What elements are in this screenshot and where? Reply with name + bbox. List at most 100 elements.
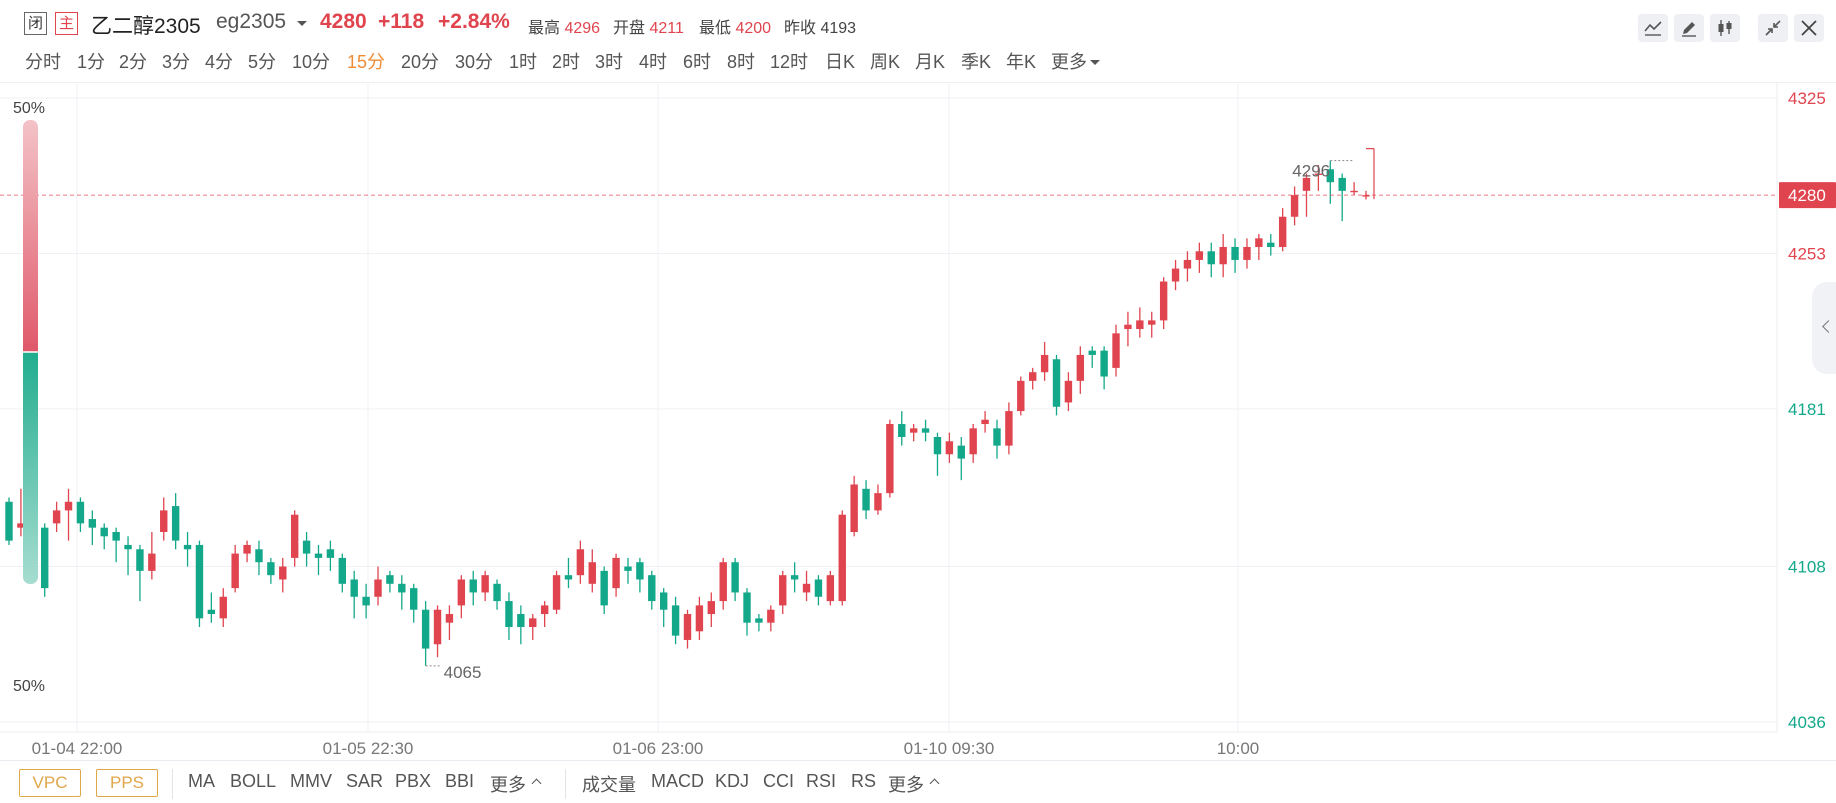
tab-period-more[interactable]: 更多: [1051, 52, 1087, 72]
candle-body: [1124, 324, 1132, 330]
candle-body: [731, 562, 739, 593]
tab-period[interactable]: 1时: [509, 52, 538, 72]
tab-period[interactable]: 年K: [1006, 52, 1037, 72]
tab-period[interactable]: 月K: [915, 52, 946, 72]
candle-body: [243, 544, 251, 554]
indicator-mmv[interactable]: MMV: [290, 771, 332, 791]
indicator-rs[interactable]: RS: [851, 771, 877, 791]
divider: [565, 769, 566, 799]
tab-period[interactable]: 4分: [205, 52, 234, 72]
line-chart-icon[interactable]: [1638, 14, 1668, 42]
tab-period[interactable]: 分时: [25, 52, 61, 72]
x-tick-label: 10:00: [1217, 739, 1260, 758]
candle-body: [41, 527, 49, 589]
sell-ratio-bar-join: [23, 352, 38, 360]
sub-indicator-more[interactable]: 更多: [888, 775, 924, 795]
more-caret-icon[interactable]: [1090, 60, 1100, 65]
prev-close-value: 4193: [820, 20, 857, 37]
indicator-macd[interactable]: MACD: [651, 771, 704, 791]
pps-button[interactable]: PPS: [96, 769, 158, 797]
tab-period[interactable]: 30分: [455, 52, 494, 72]
candle-body: [1326, 169, 1334, 183]
y-tick-label: 4325: [1788, 89, 1826, 108]
indicator-rsi[interactable]: RSI: [806, 771, 837, 791]
price-change-pct: +2.84%: [438, 10, 510, 33]
candle-body: [874, 493, 882, 511]
candle-body: [1243, 246, 1251, 260]
code-dropdown-icon[interactable]: [297, 21, 307, 26]
vpc-button[interactable]: VPC: [19, 769, 81, 797]
candle-body: [1064, 380, 1073, 403]
side-panel-toggle[interactable]: [1812, 282, 1836, 374]
candle-body: [219, 596, 227, 619]
candle-body: [148, 553, 156, 571]
instrument-code[interactable]: eg2305: [216, 10, 287, 33]
candle-body: [814, 579, 823, 597]
tab-period[interactable]: 10分: [292, 52, 331, 72]
high-label: 最高: [528, 20, 561, 37]
tab-period[interactable]: 4时: [639, 52, 668, 72]
tab-period[interactable]: 3分: [162, 52, 191, 72]
candle-body: [457, 579, 466, 606]
candle-body: [636, 562, 644, 580]
tab-period[interactable]: 20分: [401, 52, 440, 72]
candle-body: [588, 562, 596, 584]
candle-body: [1207, 251, 1215, 265]
tab-period[interactable]: 2时: [552, 52, 581, 72]
indicator-ma[interactable]: MA: [188, 771, 215, 791]
candle-body: [743, 592, 751, 623]
tab-period-active[interactable]: 15分: [347, 52, 386, 72]
candle-body: [183, 544, 192, 550]
indicator-bbi[interactable]: BBI: [445, 771, 475, 791]
candle-body: [1362, 195, 1370, 197]
candle-icon[interactable]: [1710, 14, 1740, 42]
open-value: 4211: [649, 20, 684, 37]
candle-body: [707, 601, 716, 615]
indicator-cci[interactable]: CCI: [763, 771, 794, 791]
candle-body: [1290, 195, 1299, 217]
candle-body: [529, 618, 537, 627]
candle-body: [231, 553, 239, 589]
indicator-kdj[interactable]: KDJ: [715, 771, 750, 791]
tab-period[interactable]: 5分: [248, 52, 277, 72]
shrink-icon[interactable]: [1758, 14, 1788, 42]
tab-period[interactable]: 日K: [825, 52, 856, 72]
tab-period[interactable]: 12时: [770, 52, 809, 72]
candlestick-chart[interactable]: 4325 4253 4181 4108 4036 01-04 22:00 01-05 22:…: [0, 82, 1836, 760]
candle-body: [1148, 320, 1156, 325]
candle-body: [838, 514, 846, 602]
tab-period[interactable]: 季K: [961, 52, 992, 72]
candle-body: [1040, 354, 1049, 373]
candle-body: [886, 424, 894, 494]
candle-body: [76, 501, 85, 524]
candle-body: [469, 579, 477, 593]
current-price-label: 4280: [1788, 186, 1826, 205]
indicator-volume[interactable]: 成交量: [582, 775, 636, 795]
prev-close-stat: 昨收 4193: [784, 14, 856, 38]
indicator-boll[interactable]: BOLL: [230, 771, 277, 791]
indicator-sar[interactable]: SAR: [346, 771, 384, 791]
chevron-left-icon[interactable]: [1822, 320, 1835, 333]
candle-body: [1314, 173, 1323, 175]
chevron-up-icon[interactable]: [531, 778, 542, 789]
candle-body: [576, 549, 585, 576]
candle-body: [64, 501, 73, 511]
tab-period[interactable]: 1分: [77, 52, 106, 72]
tab-period[interactable]: 2分: [119, 52, 148, 72]
tab-period[interactable]: 周K: [870, 52, 901, 72]
candle-body: [564, 575, 573, 580]
chevron-up-icon[interactable]: [929, 778, 940, 789]
price-change: +118: [378, 10, 425, 33]
main-indicator-more[interactable]: 更多: [490, 775, 526, 795]
candle-body: [100, 527, 108, 537]
candle-body: [1278, 216, 1287, 247]
candle-body: [540, 605, 549, 615]
low-stat: 最低 4200: [699, 14, 771, 38]
pencil-icon[interactable]: [1674, 14, 1704, 42]
tab-period[interactable]: 6时: [683, 52, 712, 72]
tab-period[interactable]: 3时: [595, 52, 624, 72]
tab-period[interactable]: 8时: [727, 52, 756, 72]
indicator-pbx[interactable]: PBX: [395, 771, 432, 791]
candle-body: [921, 428, 930, 433]
close-icon[interactable]: [1794, 14, 1824, 42]
